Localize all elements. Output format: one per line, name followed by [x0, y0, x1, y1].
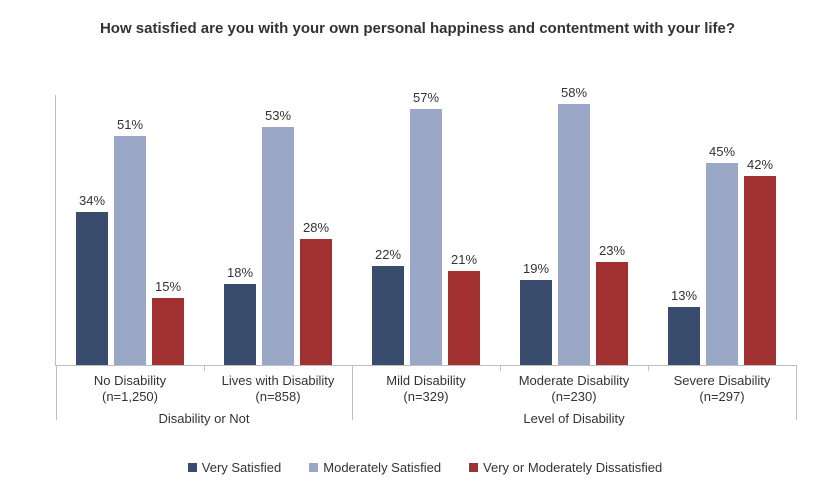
bar: [224, 284, 256, 365]
bar: [152, 298, 184, 366]
bar-value-label: 18%: [227, 265, 253, 280]
bar-value-label: 53%: [265, 108, 291, 123]
category-label-line1: No Disability: [56, 373, 204, 389]
bar: [114, 136, 146, 366]
bar: [448, 271, 480, 366]
legend-label: Very or Moderately Dissatisfied: [483, 460, 662, 475]
bar: [372, 266, 404, 365]
category-label-line2: (n=858): [204, 389, 352, 405]
bar: [520, 280, 552, 366]
category-label-line1: Severe Disability: [648, 373, 796, 389]
axis-tick: [500, 365, 501, 371]
category-label-line1: Mild Disability: [352, 373, 500, 389]
bar-value-label: 19%: [523, 261, 549, 276]
bar-value-label: 28%: [303, 220, 329, 235]
legend-item: Very or Moderately Dissatisfied: [469, 460, 662, 475]
chart-title: How satisfied are you with your own pers…: [0, 20, 835, 39]
bar: [558, 104, 590, 365]
bar: [706, 163, 738, 366]
legend: Very Satisfied Moderately Satisfied Very o…: [55, 460, 795, 475]
bar: [596, 262, 628, 366]
bar-value-label: 57%: [413, 90, 439, 105]
bar-value-label: 22%: [375, 247, 401, 262]
legend-swatch: [188, 463, 197, 472]
panel-divider: [796, 365, 797, 420]
legend-item: Very Satisfied: [188, 460, 282, 475]
axis-tick: [648, 365, 649, 371]
category-label: Severe Disability(n=297): [648, 373, 796, 404]
bar-value-label: 45%: [709, 144, 735, 159]
category-label-line2: (n=230): [500, 389, 648, 405]
plot-area: 34%51%15%No Disability(n=1,250)18%53%28%…: [55, 95, 796, 366]
bar-value-label: 34%: [79, 193, 105, 208]
bar-value-label: 23%: [599, 243, 625, 258]
legend-swatch: [309, 463, 318, 472]
category-label-line1: Moderate Disability: [500, 373, 648, 389]
panel-label: Disability or Not: [158, 411, 249, 427]
bar-value-label: 15%: [155, 279, 181, 294]
bar: [744, 176, 776, 365]
category-label: Lives with Disability(n=858): [204, 373, 352, 404]
axis-tick: [204, 365, 205, 371]
legend-swatch: [469, 463, 478, 472]
bar: [668, 307, 700, 366]
legend-label: Moderately Satisfied: [323, 460, 441, 475]
category-label-line2: (n=329): [352, 389, 500, 405]
bar: [262, 127, 294, 366]
bar-value-label: 21%: [451, 252, 477, 267]
bar-value-label: 58%: [561, 85, 587, 100]
chart-root: How satisfied are you with your own pers…: [0, 0, 835, 501]
bar-value-label: 51%: [117, 117, 143, 132]
bar: [410, 109, 442, 366]
category-label: Mild Disability(n=329): [352, 373, 500, 404]
category-label-line2: (n=297): [648, 389, 796, 405]
category-label-line2: (n=1,250): [56, 389, 204, 405]
panel-label: Level of Disability: [523, 411, 624, 427]
legend-item: Moderately Satisfied: [309, 460, 441, 475]
category-label: Moderate Disability(n=230): [500, 373, 648, 404]
bar: [300, 239, 332, 365]
bar: [76, 212, 108, 365]
category-label-line1: Lives with Disability: [204, 373, 352, 389]
legend-label: Very Satisfied: [202, 460, 282, 475]
bar-value-label: 13%: [671, 288, 697, 303]
category-label: No Disability(n=1,250): [56, 373, 204, 404]
bar-value-label: 42%: [747, 157, 773, 172]
